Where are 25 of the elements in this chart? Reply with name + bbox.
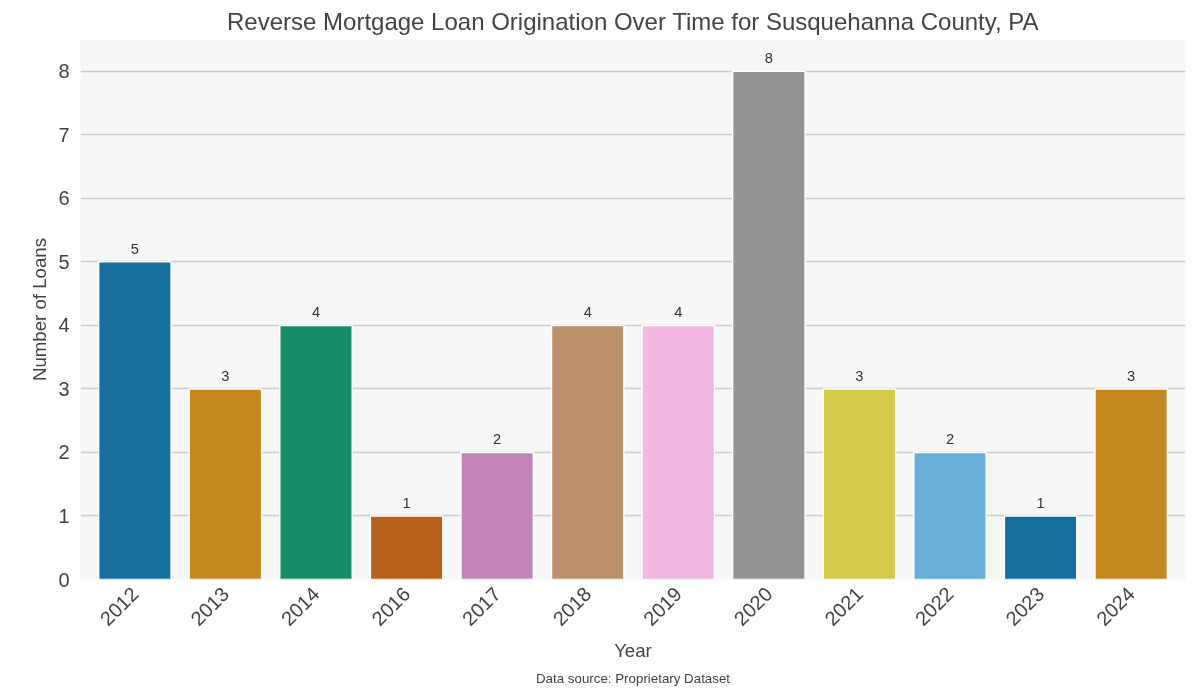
data-label: 4 [583,304,592,321]
data-label: 8 [764,50,773,67]
y-axis-title: Number of Loans [29,237,51,382]
data-label: 2 [945,431,955,448]
y-tick-label: 8 [58,60,70,83]
data-label: 3 [221,367,230,384]
y-tick-label: 5 [58,250,70,273]
y-tick-label: 3 [58,377,70,400]
y-tick-label: 4 [58,314,70,337]
data-label: 3 [855,367,864,384]
data-label: 1 [1036,494,1045,511]
data-label: 5 [130,240,139,257]
data-label: 4 [674,304,683,321]
y-tick-label: 7 [58,123,70,146]
y-tick-label: 2 [58,441,70,464]
data-label: 3 [1127,367,1136,384]
data-label: 4 [311,304,321,321]
chart-title: Reverse Mortgage Loan Origination Over Time for Susquehanna County, PA [227,7,1039,35]
x-axis-title: Year [614,639,652,661]
y-tick-label: 1 [58,504,70,527]
source-note: Data source: Proprietary Dataset [535,670,731,686]
y-tick-label: 6 [58,187,70,210]
data-label: 1 [402,494,411,511]
data-label: 2 [493,431,502,448]
y-tick-label: 0 [58,568,70,591]
